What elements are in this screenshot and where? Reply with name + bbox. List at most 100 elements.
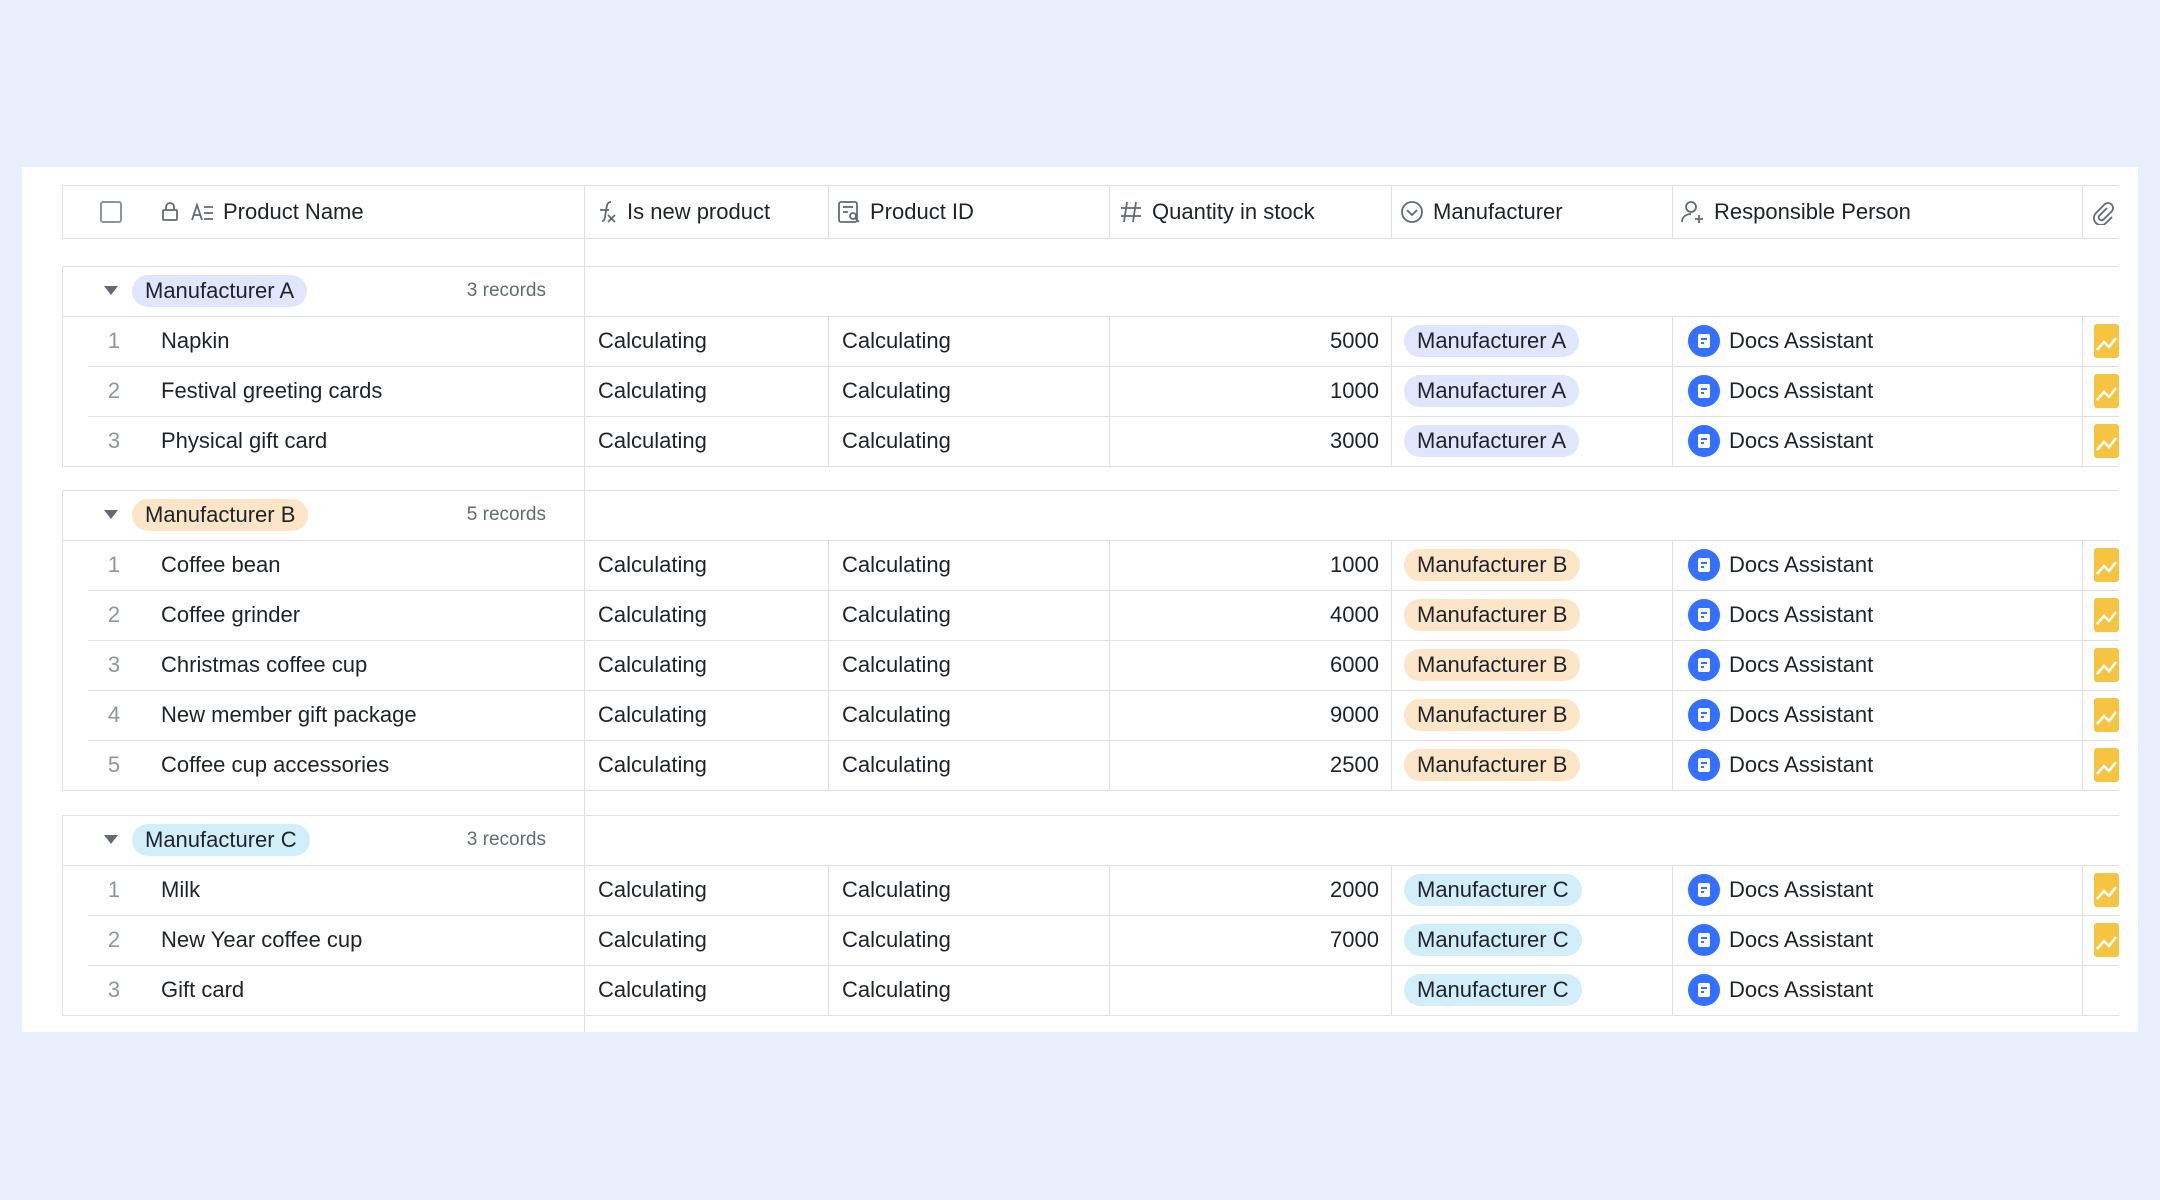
- grid-line: [1672, 185, 1673, 238]
- table-panel: Product Name Is new product Product ID Quan…: [22, 167, 2138, 1032]
- grid-line: [2082, 416, 2083, 466]
- product-id-cell: Calculating: [842, 428, 951, 453]
- attachment-thumb: [2094, 873, 2119, 907]
- attachment-thumb: [2094, 598, 2119, 632]
- product-name: New member gift package: [161, 702, 417, 727]
- person-avatar: [1688, 375, 1720, 407]
- column-header[interactable]: Quantity in stock: [1152, 199, 1315, 224]
- grid-line: [1391, 366, 1392, 416]
- product-name: Milk: [161, 877, 201, 902]
- grid-line: [62, 266, 2119, 267]
- select-all-checkbox[interactable]: [100, 201, 122, 223]
- collapse-toggle[interactable]: [104, 510, 118, 519]
- person-avatar: [1688, 649, 1720, 681]
- grid-line: [88, 640, 2119, 641]
- quantity-cell: 5000: [1330, 328, 1379, 353]
- manufacturer-chip: Manufacturer C: [1404, 924, 1582, 956]
- group-chip: Manufacturer A: [132, 275, 308, 307]
- product-name: Coffee grinder: [161, 602, 301, 627]
- product-id-cell: Calculating: [842, 702, 951, 727]
- grid-line: [584, 185, 585, 238]
- grid-line: [88, 740, 2119, 741]
- column-type-icon: [1399, 199, 1425, 225]
- grid-line: [1672, 366, 1673, 416]
- person-name: Docs Assistant: [1729, 877, 1874, 902]
- person-name: Docs Assistant: [1729, 702, 1874, 727]
- quantity-cell: 1000: [1330, 378, 1379, 403]
- product-name: Physical gift card: [161, 428, 328, 453]
- grid-line: [62, 490, 2119, 491]
- manufacturer-chip: Manufacturer A: [1404, 325, 1580, 357]
- person-name: Docs Assistant: [1729, 328, 1874, 353]
- grid-line: [1109, 540, 1110, 590]
- manufacturer-chip: Manufacturer A: [1404, 425, 1580, 457]
- person-name: Docs Assistant: [1729, 752, 1874, 777]
- column-header[interactable]: Product ID: [870, 199, 974, 224]
- product-id-cell: Calculating: [842, 378, 951, 403]
- column-header[interactable]: Product Name: [223, 199, 364, 224]
- grid-line: [1109, 915, 1110, 965]
- grid-line: [62, 185, 2119, 186]
- person-name: Docs Assistant: [1729, 602, 1874, 627]
- quantity-cell: 2000: [1330, 877, 1379, 902]
- manufacturer-chip: Manufacturer B: [1404, 599, 1581, 631]
- person-name: Docs Assistant: [1729, 378, 1874, 403]
- person-name: Docs Assistant: [1729, 977, 1874, 1002]
- grid-line: [828, 316, 829, 366]
- grid-line: [2082, 640, 2083, 690]
- grid-line: [1109, 865, 1110, 915]
- is-new-cell: Calculating: [598, 602, 707, 627]
- grid-line: [1391, 185, 1392, 238]
- person-name: Docs Assistant: [1729, 428, 1874, 453]
- grid-line: [1672, 965, 1673, 1015]
- collapse-toggle[interactable]: [104, 835, 118, 844]
- collapse-toggle[interactable]: [104, 286, 118, 295]
- grid-line: [88, 416, 2119, 417]
- row-index: 1: [107, 328, 121, 353]
- person-avatar: [1688, 924, 1720, 956]
- grid-line: [2082, 316, 2083, 366]
- grid-line: [2082, 540, 2083, 590]
- row-index: 2: [107, 602, 121, 627]
- text-field-icon: [189, 199, 215, 225]
- is-new-cell: Calculating: [598, 702, 707, 727]
- row-index: 4: [107, 702, 121, 727]
- grid-line: [62, 540, 2119, 541]
- attachment-icon: [2089, 199, 2115, 226]
- column-header[interactable]: Responsible Person: [1714, 199, 1911, 224]
- product-id-cell: Calculating: [842, 977, 951, 1002]
- is-new-cell: Calculating: [598, 652, 707, 677]
- grid-line: [1672, 690, 1673, 740]
- quantity-cell: 4000: [1330, 602, 1379, 627]
- is-new-cell: Calculating: [598, 428, 707, 453]
- grid-line: [828, 690, 829, 740]
- column-header[interactable]: Manufacturer: [1433, 199, 1563, 224]
- grid-line: [88, 915, 2119, 916]
- group-count: 3 records: [466, 280, 546, 301]
- grid-line: [1109, 965, 1110, 1015]
- grid-line: [1109, 416, 1110, 466]
- grid-line: [1672, 915, 1673, 965]
- person-avatar: [1688, 325, 1720, 357]
- grid-line: [1109, 690, 1110, 740]
- grid-line: [828, 416, 829, 466]
- grid-line: [1391, 590, 1392, 640]
- manufacturer-chip: Manufacturer B: [1404, 649, 1581, 681]
- grid-line: [2082, 965, 2083, 1015]
- attachment-thumb: [2094, 548, 2119, 582]
- product-id-cell: Calculating: [842, 602, 951, 627]
- grid-line: [1391, 540, 1392, 590]
- person-avatar: [1688, 874, 1720, 906]
- manufacturer-chip: Manufacturer A: [1404, 375, 1580, 407]
- grid-line: [62, 865, 2119, 866]
- column-header[interactable]: Is new product: [627, 199, 771, 224]
- group-chip: Manufacturer C: [132, 824, 310, 856]
- grid-line: [62, 466, 2119, 467]
- group-count: 5 records: [466, 504, 546, 525]
- grid-line: [2082, 690, 2083, 740]
- grid-line: [1109, 740, 1110, 790]
- grid-line: [88, 590, 2119, 591]
- manufacturer-chip: Manufacturer B: [1404, 549, 1581, 581]
- grid-line: [88, 690, 2119, 691]
